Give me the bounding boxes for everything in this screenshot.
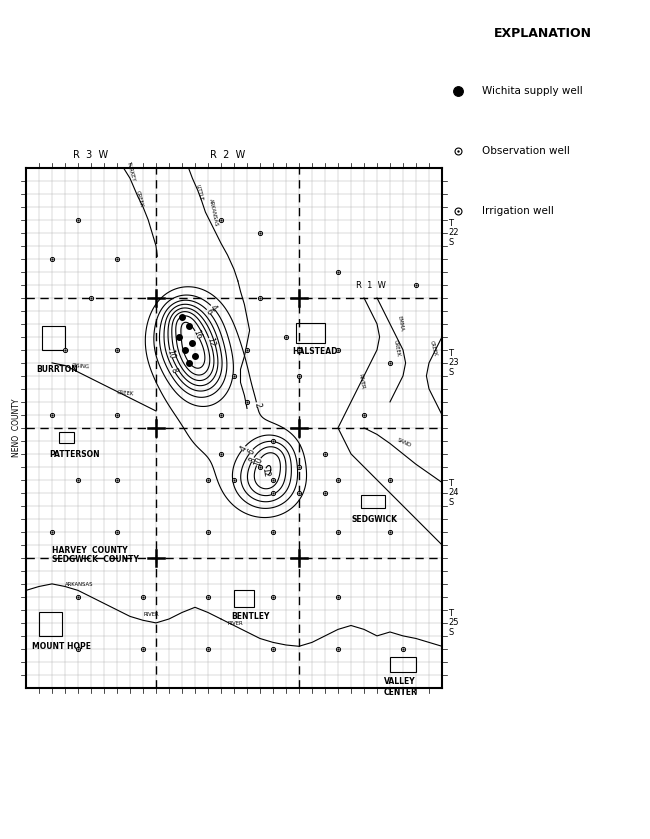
Text: HALSTEAD: HALSTEAD	[292, 347, 338, 357]
Text: 8: 8	[168, 366, 179, 374]
Text: 12: 12	[260, 466, 270, 477]
Text: LITTLE: LITTLE	[195, 184, 204, 201]
Text: ARKANSAS: ARKANSAS	[208, 199, 219, 227]
Text: ARKANSAS: ARKANSAS	[65, 582, 94, 587]
Text: SEDGWICK  COUNTY: SEDGWICK COUNTY	[52, 555, 139, 564]
Text: 16: 16	[191, 329, 203, 341]
Text: EXPLANATION: EXPLANATION	[494, 27, 592, 39]
Text: RISING: RISING	[72, 362, 90, 369]
Bar	[390, 657, 416, 672]
Text: SEDGWICK: SEDGWICK	[351, 515, 397, 524]
Text: SAND: SAND	[396, 437, 412, 448]
Text: RIVER: RIVER	[227, 622, 243, 627]
Text: TURKEY: TURKEY	[126, 161, 136, 182]
Text: T
25
S: T 25 S	[448, 608, 459, 637]
Text: 8: 8	[248, 456, 258, 463]
Bar	[234, 591, 254, 607]
Text: CREEK: CREEK	[135, 190, 144, 208]
Text: R  1  W: R 1 W	[356, 281, 385, 290]
Text: 12: 12	[205, 336, 216, 347]
Text: NENO  COUNTY: NENO COUNTY	[12, 399, 21, 457]
Text: 4: 4	[207, 303, 218, 312]
Bar	[42, 326, 65, 350]
Text: R  3  W: R 3 W	[73, 150, 109, 160]
Text: 6: 6	[203, 307, 214, 316]
Text: Irrigation well: Irrigation well	[482, 206, 554, 216]
Text: T
23
S: T 23 S	[448, 349, 459, 377]
Text: RIVER: RIVER	[143, 612, 159, 618]
Text: 10: 10	[252, 456, 265, 468]
Bar	[296, 322, 325, 343]
Text: R  2  W: R 2 W	[210, 150, 245, 160]
Text: CREEK: CREEK	[429, 341, 438, 357]
Text: Wichita supply well: Wichita supply well	[482, 86, 583, 96]
Text: CREEK: CREEK	[393, 340, 400, 357]
Text: HARVEY  COUNTY: HARVEY COUNTY	[52, 545, 127, 555]
Text: PATTERSON: PATTERSON	[49, 450, 100, 459]
Text: T
24
S: T 24 S	[448, 479, 459, 507]
Bar	[39, 612, 62, 636]
Text: 4: 4	[239, 444, 249, 452]
Text: VALLEY
CENTER: VALLEY CENTER	[384, 677, 417, 697]
Text: MOUNT HOPE: MOUNT HOPE	[32, 643, 92, 651]
Text: CREEK: CREEK	[117, 390, 135, 396]
Text: BURRTON: BURRTON	[36, 366, 78, 374]
Text: 10: 10	[166, 348, 177, 360]
Text: Observation well: Observation well	[482, 146, 570, 156]
Bar	[361, 496, 385, 508]
Text: EMMA: EMMA	[396, 315, 404, 331]
Text: T
22
S: T 22 S	[448, 219, 459, 248]
Text: 2: 2	[252, 402, 262, 408]
Text: RIVER: RIVER	[358, 373, 365, 390]
Bar	[58, 432, 74, 444]
Text: 6: 6	[246, 447, 256, 456]
Text: BENTLEY: BENTLEY	[231, 612, 270, 622]
